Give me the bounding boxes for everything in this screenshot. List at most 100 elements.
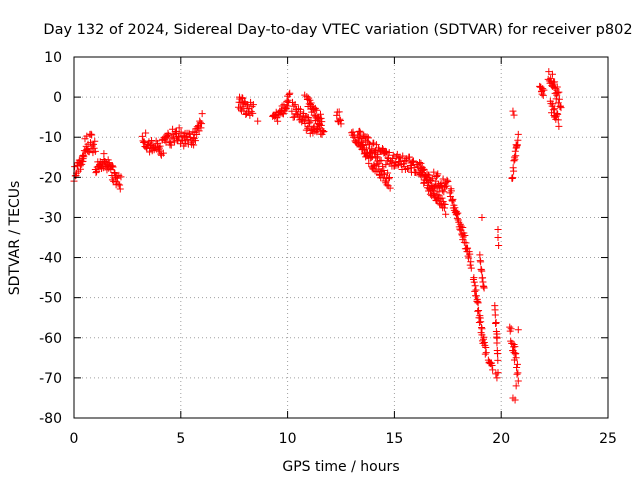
data-point [427, 185, 435, 193]
data-point [464, 244, 472, 252]
data-point [193, 123, 201, 131]
data-point [380, 167, 388, 175]
data-point [440, 188, 448, 196]
data-point [87, 130, 95, 138]
y-tick-label: -30 [39, 210, 62, 226]
data-point [249, 101, 257, 109]
data-point [549, 100, 557, 108]
data-point [389, 154, 397, 162]
data-point [319, 127, 327, 135]
x-tick-label: 15 [385, 431, 403, 447]
data-point [305, 100, 313, 108]
data-point [474, 307, 482, 315]
data-point [514, 130, 522, 138]
data-point [336, 117, 344, 125]
data-point [394, 161, 402, 169]
data-point [539, 91, 547, 99]
data-point [274, 117, 282, 125]
data-point [148, 136, 156, 144]
data-point [418, 165, 426, 173]
data-point [365, 159, 373, 167]
data-point [80, 153, 88, 161]
data-point [244, 108, 252, 116]
data-point [386, 174, 393, 182]
data-point [442, 210, 450, 218]
data-point [481, 350, 489, 358]
data-point [425, 179, 433, 187]
data-point [288, 107, 296, 115]
data-point [335, 108, 343, 116]
plot-frame [73, 56, 609, 419]
data-point [90, 144, 98, 152]
data-point [457, 222, 465, 230]
data-point [482, 349, 490, 357]
data-point [177, 128, 185, 136]
data-point [512, 152, 520, 160]
data-point [383, 181, 391, 189]
data-point [116, 181, 124, 189]
data-point [443, 176, 451, 184]
data-point [514, 369, 522, 377]
data-point [433, 172, 441, 180]
data-point [359, 140, 367, 148]
data-point [191, 137, 199, 145]
data-point [360, 144, 368, 152]
data-point [418, 166, 426, 174]
data-point [467, 264, 475, 272]
data-point [159, 149, 167, 157]
data-point [364, 134, 372, 142]
data-point [283, 97, 291, 105]
data-point [247, 108, 255, 116]
data-point [366, 149, 374, 157]
data-point [507, 325, 515, 333]
data-point [511, 396, 519, 404]
data-point [236, 93, 244, 101]
data-point [551, 78, 559, 86]
data-point [555, 122, 563, 130]
data-point [86, 139, 94, 147]
data-point [363, 133, 371, 141]
data-point [277, 106, 285, 114]
data-point [552, 85, 560, 93]
data-point [155, 146, 163, 154]
data-point [514, 377, 522, 385]
x-tick-label: 5 [176, 431, 185, 447]
data-point [320, 127, 328, 135]
data-point [494, 234, 502, 241]
data-point [554, 89, 562, 97]
data-point [512, 382, 520, 390]
data-point [430, 168, 438, 176]
data-point [513, 363, 521, 371]
y-axis-label: SDTVAR / TECUs [7, 181, 23, 296]
data-point [545, 68, 553, 76]
data-point [514, 326, 522, 334]
data-point [554, 110, 562, 118]
data-point [193, 130, 201, 138]
data-point [467, 258, 475, 266]
data-point [410, 157, 418, 165]
data-point [477, 318, 485, 326]
data-point [422, 172, 430, 180]
data-point [492, 370, 500, 378]
data-point [280, 101, 288, 109]
data-point [301, 91, 309, 99]
data-point [289, 113, 297, 121]
data-point [97, 164, 105, 172]
data-point [83, 147, 91, 155]
data-point [385, 175, 393, 183]
data-point [91, 137, 99, 145]
data-point [537, 83, 545, 91]
data-point [441, 183, 449, 191]
data-point [512, 354, 520, 362]
data-point [549, 106, 557, 114]
data-point [155, 147, 163, 155]
data-point [434, 170, 442, 178]
data-point [454, 209, 462, 217]
data-point [374, 160, 382, 168]
data-point [439, 175, 447, 183]
data-point [440, 204, 448, 212]
data-point [441, 200, 449, 208]
data-point [379, 162, 387, 170]
data-point [286, 89, 294, 97]
